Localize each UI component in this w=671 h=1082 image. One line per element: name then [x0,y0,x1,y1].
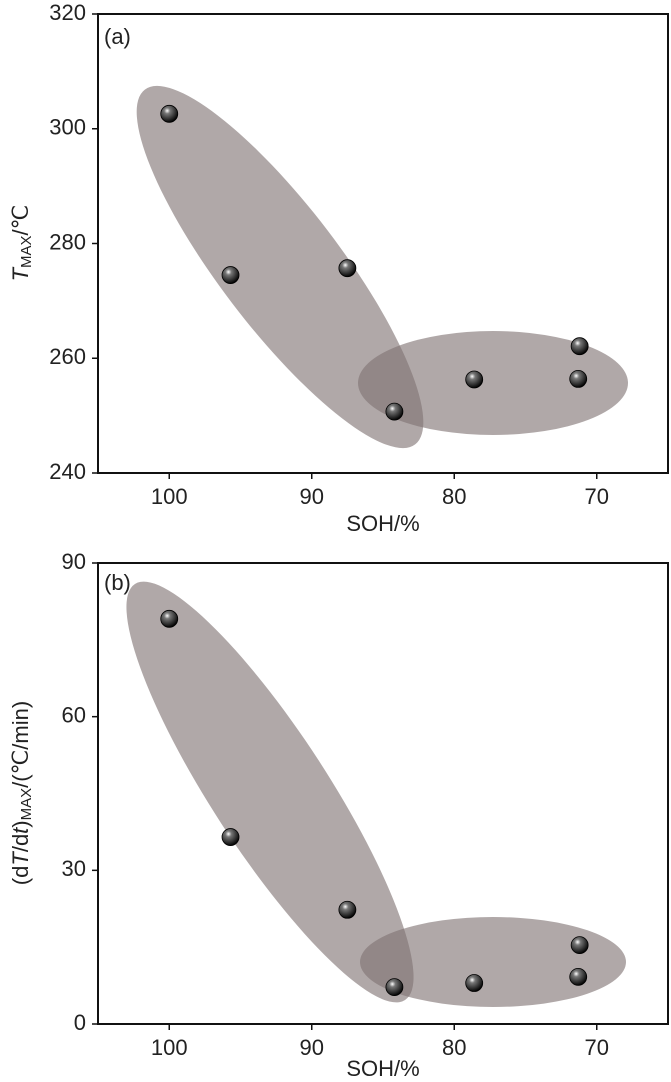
x-tick-label: 100 [151,1035,188,1060]
y-label-part: ) [8,820,33,827]
y-tick-label: 300 [49,115,86,140]
y-axis-label: (dT/dt)MAX/(℃/min) [8,701,35,885]
y-tick-label: 260 [49,344,86,369]
y-label-part: T [8,266,33,281]
plot-frame [97,562,669,1025]
y-tick-label: 60 [62,702,86,727]
y-tick-label: 90 [62,549,86,574]
cluster-highlights [126,85,628,1007]
y-axis-label: TMAX/℃ [8,205,35,282]
data-point [160,104,179,123]
y-label-part: (d [8,866,33,886]
y-tick-label: 320 [49,0,86,25]
y-label-part: MAX [18,788,35,821]
cluster-ellipse [358,331,628,435]
x-tick-label: 100 [151,484,188,509]
data-point [570,337,589,356]
y-tick-label: 30 [62,856,86,881]
data-point [221,266,240,284]
data-point [385,978,404,997]
data-point [465,370,484,389]
data-point [338,900,357,919]
data-point [385,402,404,421]
data-point [569,967,588,986]
cluster-ellipse [126,581,414,1003]
x-axis-label: SOH/% [346,511,419,536]
cluster-ellipse [136,85,424,449]
data-point [570,936,589,955]
data-point [465,974,484,992]
panel-label: (a) [104,24,131,49]
x-tick-label: 80 [442,1035,466,1060]
y-label-part: t [8,827,33,834]
data-point [160,609,179,628]
y-label-part: T [8,851,33,866]
y-label-part: MAX [18,235,35,268]
x-tick-label: 70 [585,484,609,509]
data-point [338,259,357,278]
data-point [221,828,240,846]
y-tick-label: 240 [49,459,86,484]
y-label-part: /d [8,834,33,852]
x-tick-label: 80 [442,484,466,509]
x-tick-label: 90 [300,484,324,509]
y-label-part: /(℃/min) [8,701,33,788]
y-tick-label: 280 [49,229,86,254]
x-tick-label: 70 [585,1035,609,1060]
cluster-ellipse [360,917,626,1007]
x-axis-label: SOH/% [346,1056,419,1081]
panel-label: (b) [104,570,131,595]
y-tick-label: 0 [74,1010,86,1035]
data-point [569,370,588,388]
y-label-part: /℃ [8,205,33,236]
x-tick-label: 90 [300,1035,324,1060]
